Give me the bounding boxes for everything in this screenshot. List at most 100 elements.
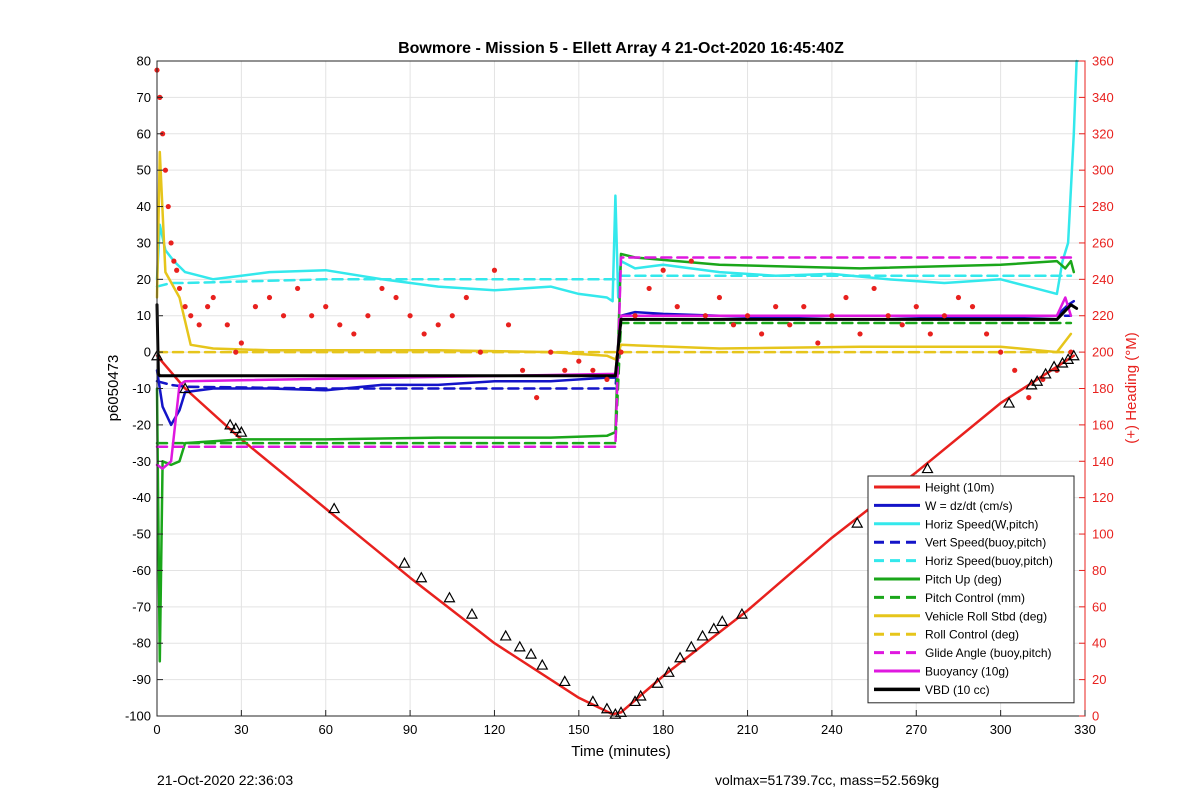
y2-tick-label: 180	[1092, 381, 1114, 396]
height-marker	[735, 607, 748, 619]
y-tick-label: -100	[125, 709, 151, 724]
heading-point	[815, 340, 821, 346]
heading-point	[435, 322, 441, 328]
right-y-axis-label: (+) Heading (°M)	[1123, 332, 1140, 443]
legend-entry: Horiz Speed(W,pitch)	[925, 517, 1038, 531]
heading-point	[773, 304, 779, 310]
heading-point	[449, 313, 455, 319]
y-tick-label: -50	[132, 527, 151, 542]
x-tick-label: 270	[905, 722, 927, 737]
heading-point	[252, 304, 259, 310]
y-tick-label: 40	[137, 199, 151, 214]
heading-point	[477, 349, 483, 355]
y-tick-label: -60	[132, 563, 151, 578]
x-tick-label: 330	[1074, 722, 1096, 737]
x-axis-label: Time (minutes)	[571, 743, 670, 760]
y-tick-label: 10	[137, 308, 151, 323]
y2-tick-label: 60	[1092, 599, 1106, 614]
heading-point	[759, 331, 765, 337]
legend-entry: Height (10m)	[925, 481, 994, 495]
chart-title: Bowmore - Mission 5 - Ellett Array 4 21-…	[398, 40, 844, 57]
height-marker	[600, 702, 613, 714]
series-line-4	[155, 274, 1073, 288]
legend-entry: Glide Angle (buoy,pitch)	[925, 646, 1052, 660]
heading-point	[913, 304, 919, 310]
series-layer	[150, 59, 1080, 719]
height-marker	[1048, 360, 1061, 372]
x-tick-label: 300	[990, 722, 1012, 737]
height-marker	[696, 629, 709, 641]
heading-point	[174, 267, 180, 273]
legend-entry: VBD (10 cc)	[925, 683, 990, 697]
x-tick-label: 90	[403, 722, 417, 737]
y2-tick-label: 220	[1092, 308, 1114, 323]
heading-point	[337, 322, 343, 328]
y2-tick-label: 40	[1092, 636, 1106, 651]
y-axis-label: p6050473	[105, 355, 122, 422]
heading-point	[576, 358, 582, 364]
heading-point	[280, 313, 287, 319]
height-marker	[398, 556, 411, 568]
legend-entry: Buoyancy (10g)	[925, 665, 1009, 679]
heading-point	[421, 331, 427, 337]
y2-tick-label: 340	[1092, 90, 1114, 105]
y2-tick-label: 280	[1092, 199, 1114, 214]
heading-point	[744, 313, 751, 319]
x-tick-label: 180	[652, 722, 674, 737]
height-marker	[536, 658, 549, 670]
heading-point	[688, 258, 694, 264]
x-tick-label: 120	[484, 722, 506, 737]
heading-point	[843, 294, 849, 301]
heading-point	[604, 376, 610, 383]
heading-point	[182, 304, 188, 310]
x-tick-label: 60	[318, 722, 332, 737]
x-tick-label: 0	[153, 722, 160, 737]
y2-tick-label: 80	[1092, 563, 1106, 578]
heading-point	[590, 367, 596, 373]
y-tick-label: -30	[132, 454, 151, 469]
heading-point	[702, 313, 708, 319]
x-tick-label: 240	[821, 722, 843, 737]
heading-point	[716, 294, 723, 301]
heading-point	[351, 331, 357, 337]
heading-point	[196, 322, 202, 328]
y-tick-label: 20	[137, 272, 151, 287]
height-marker	[235, 425, 248, 437]
y2-tick-label: 20	[1092, 672, 1106, 687]
heading-point	[646, 285, 652, 292]
heading-point	[998, 349, 1004, 355]
height-marker	[499, 629, 512, 641]
series-line-11	[155, 303, 1079, 378]
heading-point	[548, 349, 554, 355]
heading-point	[323, 304, 329, 310]
y-tick-label: 70	[137, 90, 151, 105]
series-line-2	[155, 59, 1078, 303]
heading-point	[983, 331, 990, 337]
series-line-10	[155, 296, 1073, 470]
height-marker	[224, 418, 237, 430]
y2-tick-label: 360	[1092, 54, 1114, 69]
height-marker	[1025, 378, 1038, 390]
heading-point	[393, 294, 399, 301]
height-marker	[415, 571, 428, 583]
heading-point	[519, 367, 526, 373]
legend-entry: Vehicle Roll Stbd (deg)	[925, 609, 1047, 623]
heading-point	[165, 203, 171, 210]
y2-tick-label: 140	[1092, 454, 1114, 469]
heading-point	[899, 322, 905, 328]
heading-point	[829, 313, 835, 319]
height-marker	[586, 695, 599, 707]
heading-point	[969, 304, 976, 310]
heading-point	[857, 331, 863, 337]
height-marker	[851, 516, 864, 528]
heading-point	[162, 167, 169, 173]
height-marker	[1031, 374, 1044, 386]
heading-point	[188, 313, 194, 319]
height-marker	[707, 622, 720, 634]
heading-point	[534, 394, 540, 401]
x-tick-label: 150	[568, 722, 590, 737]
y-tick-label: -80	[132, 636, 151, 651]
heading-point	[871, 285, 877, 292]
heading-point	[927, 331, 933, 337]
y-tick-label: 60	[137, 126, 151, 141]
